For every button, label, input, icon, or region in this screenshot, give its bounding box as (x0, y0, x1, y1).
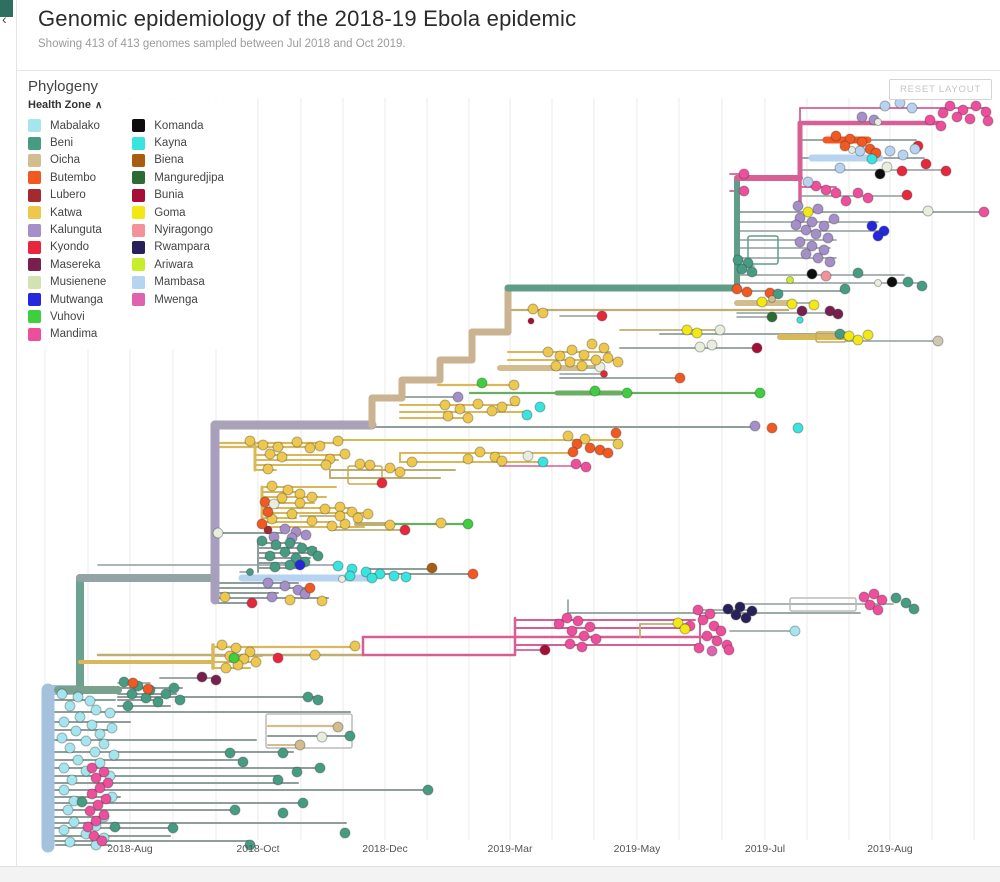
legend-label: Katwa (50, 206, 82, 219)
legend-item-biena[interactable]: Biena (132, 152, 224, 169)
legend-label: Lubero (50, 189, 86, 202)
legend-swatch (132, 258, 146, 272)
legend-swatch (28, 275, 41, 289)
legend-item-mambasa[interactable]: Mambasa (132, 274, 224, 291)
legend-label: Mutwanga (50, 293, 104, 306)
svg-text:2019-May: 2019-May (614, 843, 661, 855)
legend-label: Manguredjipa (154, 171, 224, 184)
legend-item-mabalako[interactable]: Mabalako (28, 117, 106, 134)
legend-label: Nyiragongo (154, 224, 214, 237)
legend-label: Mambasa (154, 276, 205, 289)
legend-label: Kalunguta (50, 224, 102, 237)
legend-item-nyiragongo[interactable]: Nyiragongo (132, 221, 224, 238)
legend: Health Zone ∧ Mabalako Beni Oicha Butembo Lub… (28, 99, 230, 350)
page-subtitle: Showing 413 of 413 genomes sampled betwe… (38, 38, 406, 50)
legend-swatch (28, 258, 41, 272)
legend-item-kalunguta[interactable]: Kalunguta (28, 221, 106, 238)
legend-swatch (132, 136, 146, 150)
legend-label: Goma (154, 206, 186, 219)
legend-label: Ariwara (154, 258, 194, 271)
legend-label: Kayna (154, 137, 187, 150)
legend-swatch (132, 119, 146, 133)
legend-swatch (28, 310, 41, 324)
legend-item-kyondo[interactable]: Kyondo (28, 239, 106, 256)
chevron-up-icon: ∧ (94, 100, 103, 111)
legend-swatch (28, 136, 41, 150)
legend-label: Bunia (154, 189, 184, 202)
panel-title: Phylogeny (28, 78, 99, 95)
legend-swatch (132, 171, 146, 185)
page-title: Genomic epidemiology of the 2018-19 Ebol… (38, 6, 577, 31)
sidebar-color-tab (0, 0, 13, 17)
legend-item-butembo[interactable]: Butembo (28, 169, 106, 186)
legend-swatch (132, 275, 146, 289)
svg-text:2018-Dec: 2018-Dec (362, 843, 408, 855)
svg-text:2019-Mar: 2019-Mar (488, 843, 533, 855)
legend-item-oicha[interactable]: Oicha (28, 152, 106, 169)
legend-swatch (132, 188, 146, 202)
legend-swatch (132, 206, 146, 220)
legend-swatch (132, 293, 146, 307)
legend-item-mwenga[interactable]: Mwenga (132, 291, 224, 308)
legend-swatch (28, 153, 41, 167)
legend-item-kayna[interactable]: Kayna (132, 134, 224, 151)
legend-item-masereka[interactable]: Masereka (28, 256, 106, 273)
legend-label: Butembo (50, 171, 97, 184)
legend-swatch (28, 206, 41, 220)
legend-item-goma[interactable]: Goma (132, 204, 224, 221)
legend-label: Komanda (154, 119, 204, 132)
legend-label: Biena (154, 154, 184, 167)
legend-swatch (28, 223, 41, 237)
legend-item-bunia[interactable]: Bunia (132, 187, 224, 204)
legend-item-ariwara[interactable]: Ariwara (132, 256, 224, 273)
bottom-panel-edge (0, 866, 1000, 882)
legend-title[interactable]: Health Zone ∧ (28, 99, 103, 111)
svg-text:2019-Aug: 2019-Aug (867, 843, 913, 855)
legend-swatch (132, 153, 146, 167)
legend-swatch (132, 223, 146, 237)
page-header: Genomic epidemiology of the 2018-19 Ebol… (38, 6, 576, 50)
legend-item-manguredjipa[interactable]: Manguredjipa (132, 169, 224, 186)
legend-swatch (28, 171, 41, 185)
legend-label: Masereka (50, 258, 101, 271)
svg-text:2019-Jul: 2019-Jul (745, 843, 785, 855)
legend-label: Mwenga (154, 293, 198, 306)
legend-item-lubero[interactable]: Lubero (28, 187, 106, 204)
legend-swatch (28, 188, 41, 202)
legend-swatch (28, 240, 41, 254)
legend-item-beni[interactable]: Beni (28, 134, 106, 151)
legend-item-vuhovi[interactable]: Vuhovi (28, 308, 106, 325)
reset-layout-button[interactable]: RESET LAYOUT (888, 79, 992, 100)
time-axis: 2018-Aug 2018-Oct 2018-Dec 2019-Mar 2019-May… (107, 843, 913, 855)
legend-swatch (28, 327, 41, 341)
legend-swatch (132, 240, 146, 254)
header-divider (16, 70, 1000, 71)
legend-item-rwampara[interactable]: Rwampara (132, 239, 224, 256)
legend-label: Kyondo (50, 241, 90, 254)
legend-swatch (28, 119, 41, 133)
legend-label: Beni (50, 137, 74, 150)
legend-label: Vuhovi (50, 310, 85, 323)
sidebar-gutter: ‹ (0, 0, 17, 882)
legend-item-mutwanga[interactable]: Mutwanga (28, 291, 106, 308)
legend-label: Mandima (50, 328, 98, 341)
legend-swatch (28, 293, 41, 307)
legend-item-katwa[interactable]: Katwa (28, 204, 106, 221)
legend-item-musienene[interactable]: Musienene (28, 274, 106, 291)
legend-label: Oicha (50, 154, 81, 167)
legend-label: Musienene (50, 276, 107, 289)
legend-item-komanda[interactable]: Komanda (132, 117, 224, 134)
svg-text:2018-Aug: 2018-Aug (107, 843, 153, 855)
legend-label: Mabalako (50, 119, 100, 132)
tree-tips[interactable] (56, 97, 994, 851)
legend-label: Rwampara (154, 241, 210, 254)
legend-item-mandima[interactable]: Mandima (28, 326, 106, 343)
sidebar-collapse-icon[interactable]: ‹ (2, 11, 7, 27)
svg-text:2018-Oct: 2018-Oct (236, 843, 279, 855)
